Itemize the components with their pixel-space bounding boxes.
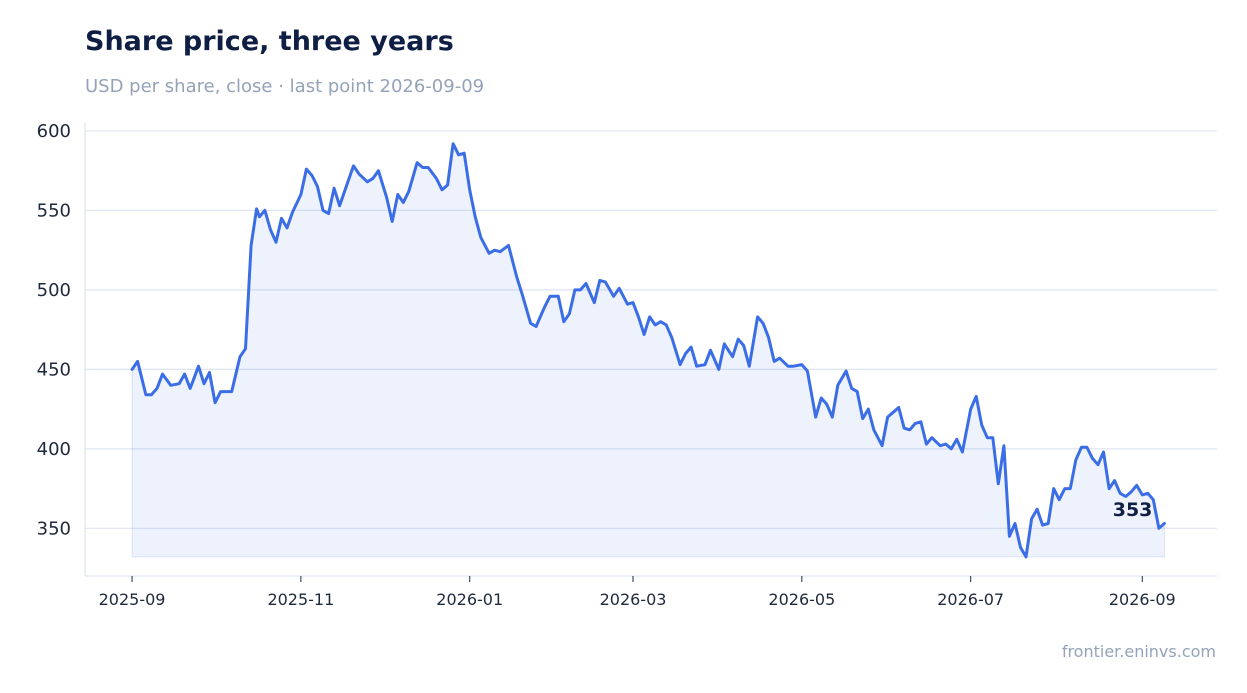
data-labels: 353 [1113,499,1153,521]
chart-subtitle: USD per share, close · last point 2026-0… [85,76,485,97]
source-credit: frontier.eninvs.com [1061,642,1216,661]
y-tick-label: 450 [37,359,71,380]
x-tick-label: 2026-09 [1109,590,1176,609]
x-tick-label: 2026-07 [937,590,1004,609]
x-tick-label: 2026-01 [436,590,503,609]
price-line [130,142,1166,559]
grid-lines [85,130,1217,529]
area-fill [131,142,1165,559]
last-point-label: 353 [1113,499,1153,521]
y-tick-label: 400 [37,439,71,460]
y-tick-label: 500 [37,280,71,301]
price-series-line [130,142,1166,559]
y-tick-label: 550 [37,200,71,221]
y-tick-label: 350 [37,518,71,539]
x-tick-label: 2026-03 [600,590,667,609]
chart-title: Share price, three years [85,26,454,57]
x-tick-label: 2025-09 [99,590,166,609]
axes: 350 400 450 500 550 600 2025-09 2025-11 2026-01 2… [37,121,1217,609]
price-area [131,142,1165,559]
x-tick-label: 2025-11 [267,590,334,609]
x-tick-label: 2026-05 [768,590,835,609]
y-tick-label: 600 [37,121,71,142]
